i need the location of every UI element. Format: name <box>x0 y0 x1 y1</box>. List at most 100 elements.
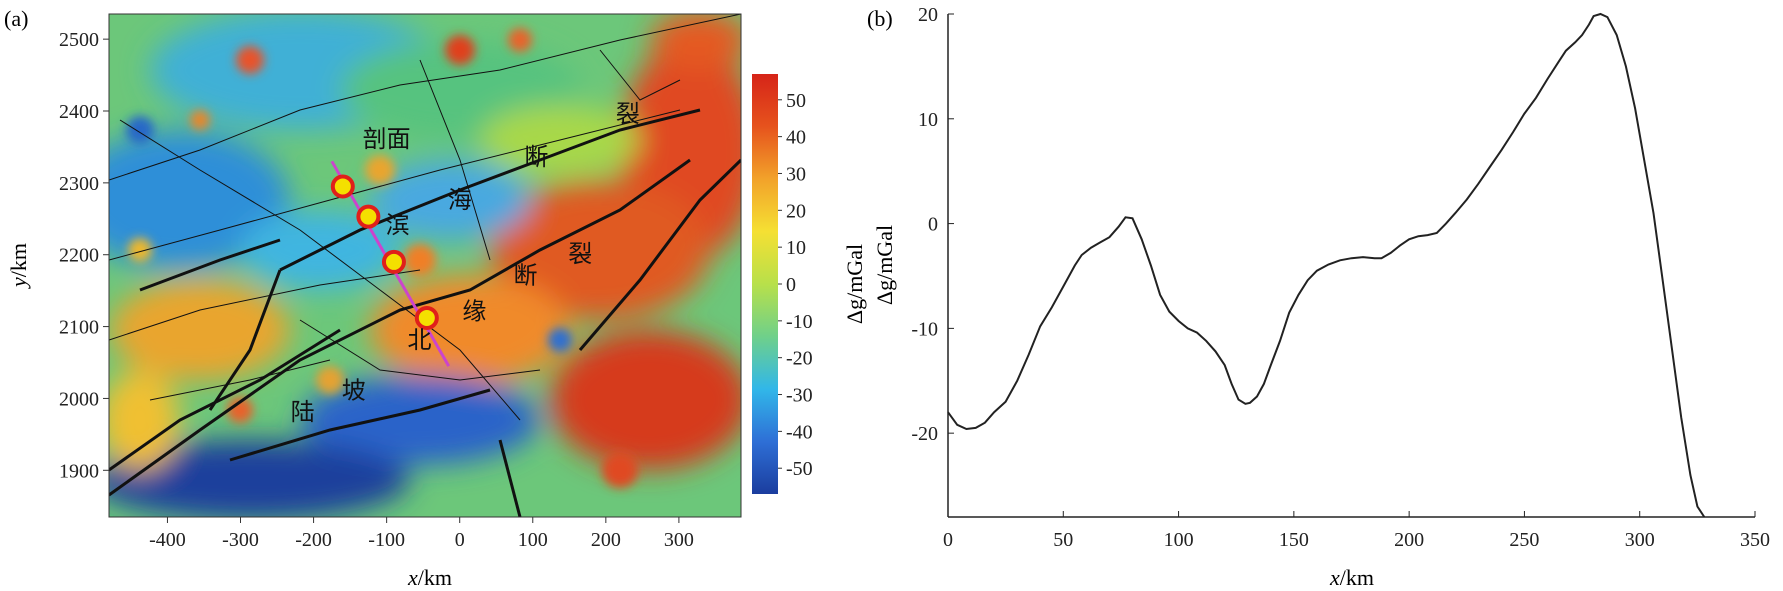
colorbar-tick-label: -50 <box>786 458 813 480</box>
anomaly-spot <box>445 35 475 65</box>
profile-x-label: x/km <box>1329 565 1374 590</box>
profile-x-tick-label: 0 <box>943 529 953 551</box>
map-x-tick-label: 0 <box>455 529 465 551</box>
anomaly-blob <box>550 330 741 470</box>
anomaly-blob <box>300 375 540 465</box>
profile-x-label-var: x <box>1329 565 1340 590</box>
map-y-label: y/km <box>6 243 31 289</box>
profile-marker <box>381 249 406 274</box>
panel-b: (b) 0 50 100 150 200 250 300 350 -20 -10 0 10 20 x/… <box>867 4 1770 590</box>
fault-line <box>109 269 421 341</box>
colorbar: -50 -40 -30 -20 -10 0 10 20 30 40 50 Δg/mGal <box>752 74 867 494</box>
colorbar-tick-label: -40 <box>786 421 813 443</box>
anomaly-spot <box>236 46 264 74</box>
anomaly-blob <box>650 14 741 70</box>
map-y-tick-label: 2500 <box>59 29 99 51</box>
anomaly-spot <box>126 116 154 144</box>
map-y-tick-label: 2300 <box>59 173 99 195</box>
anomaly-spot <box>548 328 572 352</box>
map-annotation: 裂 <box>568 241 592 268</box>
colorbar-tick-label: 0 <box>786 274 796 296</box>
profile-marker <box>330 174 355 199</box>
map-frame <box>108 13 742 518</box>
map-x-tick-label: 100 <box>518 529 548 551</box>
map-x-label: x/km <box>407 565 452 590</box>
anomaly-blob <box>109 440 410 517</box>
profile-curve <box>947 12 1706 518</box>
map-y-tick-label: 1900 <box>59 460 99 482</box>
anomaly-blob <box>109 370 180 470</box>
map-x-label-var: x <box>407 565 418 590</box>
fault-line <box>419 59 491 261</box>
profile-marker <box>356 204 381 229</box>
fault-line <box>279 108 701 272</box>
map-y-label-unit: /km <box>6 243 31 277</box>
profile-x-tick-label: 200 <box>1394 529 1424 551</box>
colorbar-tick-label: -20 <box>786 348 813 370</box>
anomaly-spot <box>602 452 638 488</box>
profile-y-label: Δg/mGal <box>872 225 897 305</box>
map-x-tick-label: -400 <box>149 529 186 551</box>
fault-line <box>498 439 522 517</box>
fault-line <box>139 238 281 292</box>
profile-x-tick-label: 350 <box>1740 529 1770 551</box>
colorbar-bar <box>752 74 778 494</box>
profile-x-tick-label: 50 <box>1053 529 1073 551</box>
anomaly-spot <box>365 155 395 185</box>
fault-line <box>149 359 331 401</box>
map-annotation: 断 <box>513 262 537 289</box>
profile-chart: 0 50 100 150 200 250 300 350 -20 -10 0 10 20 x/km Δ… <box>872 4 1770 590</box>
map-y-axis: 1900 2000 2100 2200 2300 2400 2500 <box>59 29 109 482</box>
anomaly-detail <box>126 28 638 488</box>
map-annotation: 断 <box>524 144 548 171</box>
colorbar-tick-label: 50 <box>786 90 806 112</box>
profile-y-tick-label: 10 <box>918 109 938 131</box>
map-y-tick-label: 2200 <box>59 245 99 267</box>
fault-line <box>109 14 741 181</box>
colorbar-tick-label: 30 <box>786 163 806 185</box>
colorbar-label: Δg/mGal <box>842 244 867 324</box>
colorbar-ticks: -50 -40 -30 -20 -10 0 10 20 30 40 50 <box>778 90 813 480</box>
profile-x-label-unit: /km <box>1340 565 1374 590</box>
profile-x-tick-label: 150 <box>1279 529 1309 551</box>
colorbar-tick-label: 10 <box>786 237 806 259</box>
anomaly-blob <box>370 275 570 385</box>
profile-x-tick-label: 100 <box>1164 529 1194 551</box>
map-annotation: 陆 <box>291 399 315 426</box>
profile-markers <box>330 174 439 330</box>
fault-lines <box>109 14 741 517</box>
map-annotation: 海 <box>448 187 472 214</box>
map-annotation: 坡 <box>342 377 366 404</box>
profile-y-axis: -20 -10 0 10 20 <box>911 4 954 445</box>
anomaly-spot <box>508 28 532 52</box>
map-x-tick-label: -300 <box>222 529 259 551</box>
map-annotation: 滨 <box>386 212 410 239</box>
fault-line <box>109 109 681 261</box>
map-x-axis: -400 -300 -200 -100 0 100 200 300 <box>149 517 694 551</box>
anomaly-field <box>109 14 741 517</box>
anomaly-spot <box>128 238 152 262</box>
map-annotation: 缘 <box>462 298 486 325</box>
anomaly-spot <box>227 397 253 423</box>
fault-line <box>208 269 282 411</box>
map-y-tick-label: 2000 <box>59 388 99 410</box>
fault-line <box>229 388 491 462</box>
fault-line <box>109 158 691 497</box>
map-x-tick-label: 200 <box>591 529 621 551</box>
profile-marker <box>414 305 439 330</box>
fault-line <box>109 328 341 472</box>
profile-y-tick-label: 0 <box>928 214 938 236</box>
panel-a: (a) <box>4 6 867 590</box>
map-x-tick-label: 300 <box>664 529 694 551</box>
panel-b-label: (b) <box>867 6 893 31</box>
colorbar-tick-label: -30 <box>786 385 813 407</box>
map-annotation: 剖面 <box>363 126 411 153</box>
map-y-tick-label: 2100 <box>59 317 99 339</box>
anomaly-spot <box>404 244 436 276</box>
panel-a-label: (a) <box>4 6 28 31</box>
profile-y-tick-label: -10 <box>911 318 938 340</box>
colorbar-tick-label: -10 <box>786 311 813 333</box>
